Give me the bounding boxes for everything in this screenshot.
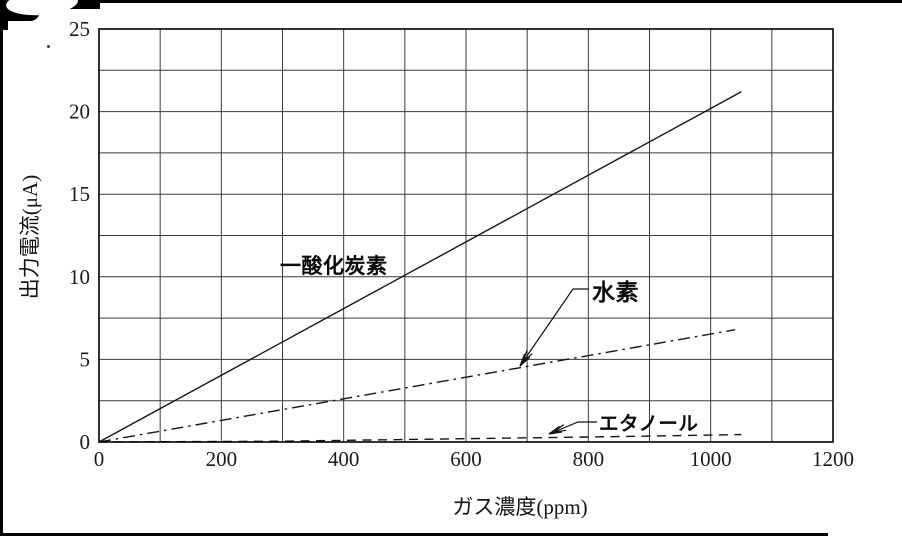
annotation-arrows: [519, 288, 597, 435]
scan-border-top: [0, 0, 902, 3]
scan-border-left: [0, 0, 3, 533]
arrowhead: [548, 425, 562, 435]
arrowhead: [521, 349, 533, 363]
leader-hydrogen: [519, 288, 589, 367]
y-tick-label: 15: [69, 182, 90, 206]
leader-ethanol: [548, 421, 597, 435]
x-axis-label: ガス濃度(ppm): [452, 495, 587, 519]
x-tick-label: 0: [94, 447, 105, 471]
x-tick-label: 1200: [812, 447, 854, 471]
data-series: [98, 91, 742, 443]
tick-labels: 0 200 400 600 800 1000 1200 0 5 10 15 20 25: [69, 17, 854, 471]
scan-artifact-corner: [0, 0, 8, 30]
grid-lines: [99, 29, 833, 442]
y-axis-label: 出力電流(μA): [18, 175, 42, 299]
annotation-ethanol-label: エタノール: [599, 412, 698, 435]
plot-border: [98, 28, 834, 443]
y-tick-label: 0: [80, 430, 91, 454]
y-tick-label: 20: [69, 100, 90, 124]
arrowhead: [519, 353, 531, 367]
y-tick-label: 5: [80, 347, 91, 371]
annotation-hydrogen-label: 水素: [592, 279, 639, 306]
x-tick-label: 400: [328, 447, 360, 471]
scan-border-bottom: [0, 533, 828, 536]
series-co-line: [98, 91, 742, 443]
annotation-carbon-monoxide-label: 一酸化炭素: [280, 254, 388, 278]
arrowhead: [552, 424, 567, 433]
scan-artifact-dot: [47, 45, 50, 48]
x-tick-label: 200: [206, 447, 238, 471]
x-tick-label: 1000: [690, 447, 732, 471]
y-tick-label: 25: [69, 17, 90, 41]
x-tick-label: 600: [450, 447, 482, 471]
y-tick-label: 10: [69, 265, 90, 289]
plot-box: [98, 28, 834, 443]
series-eth-line: [98, 433, 742, 443]
series-h2-line: [98, 329, 736, 443]
x-tick-label: 800: [573, 447, 605, 471]
